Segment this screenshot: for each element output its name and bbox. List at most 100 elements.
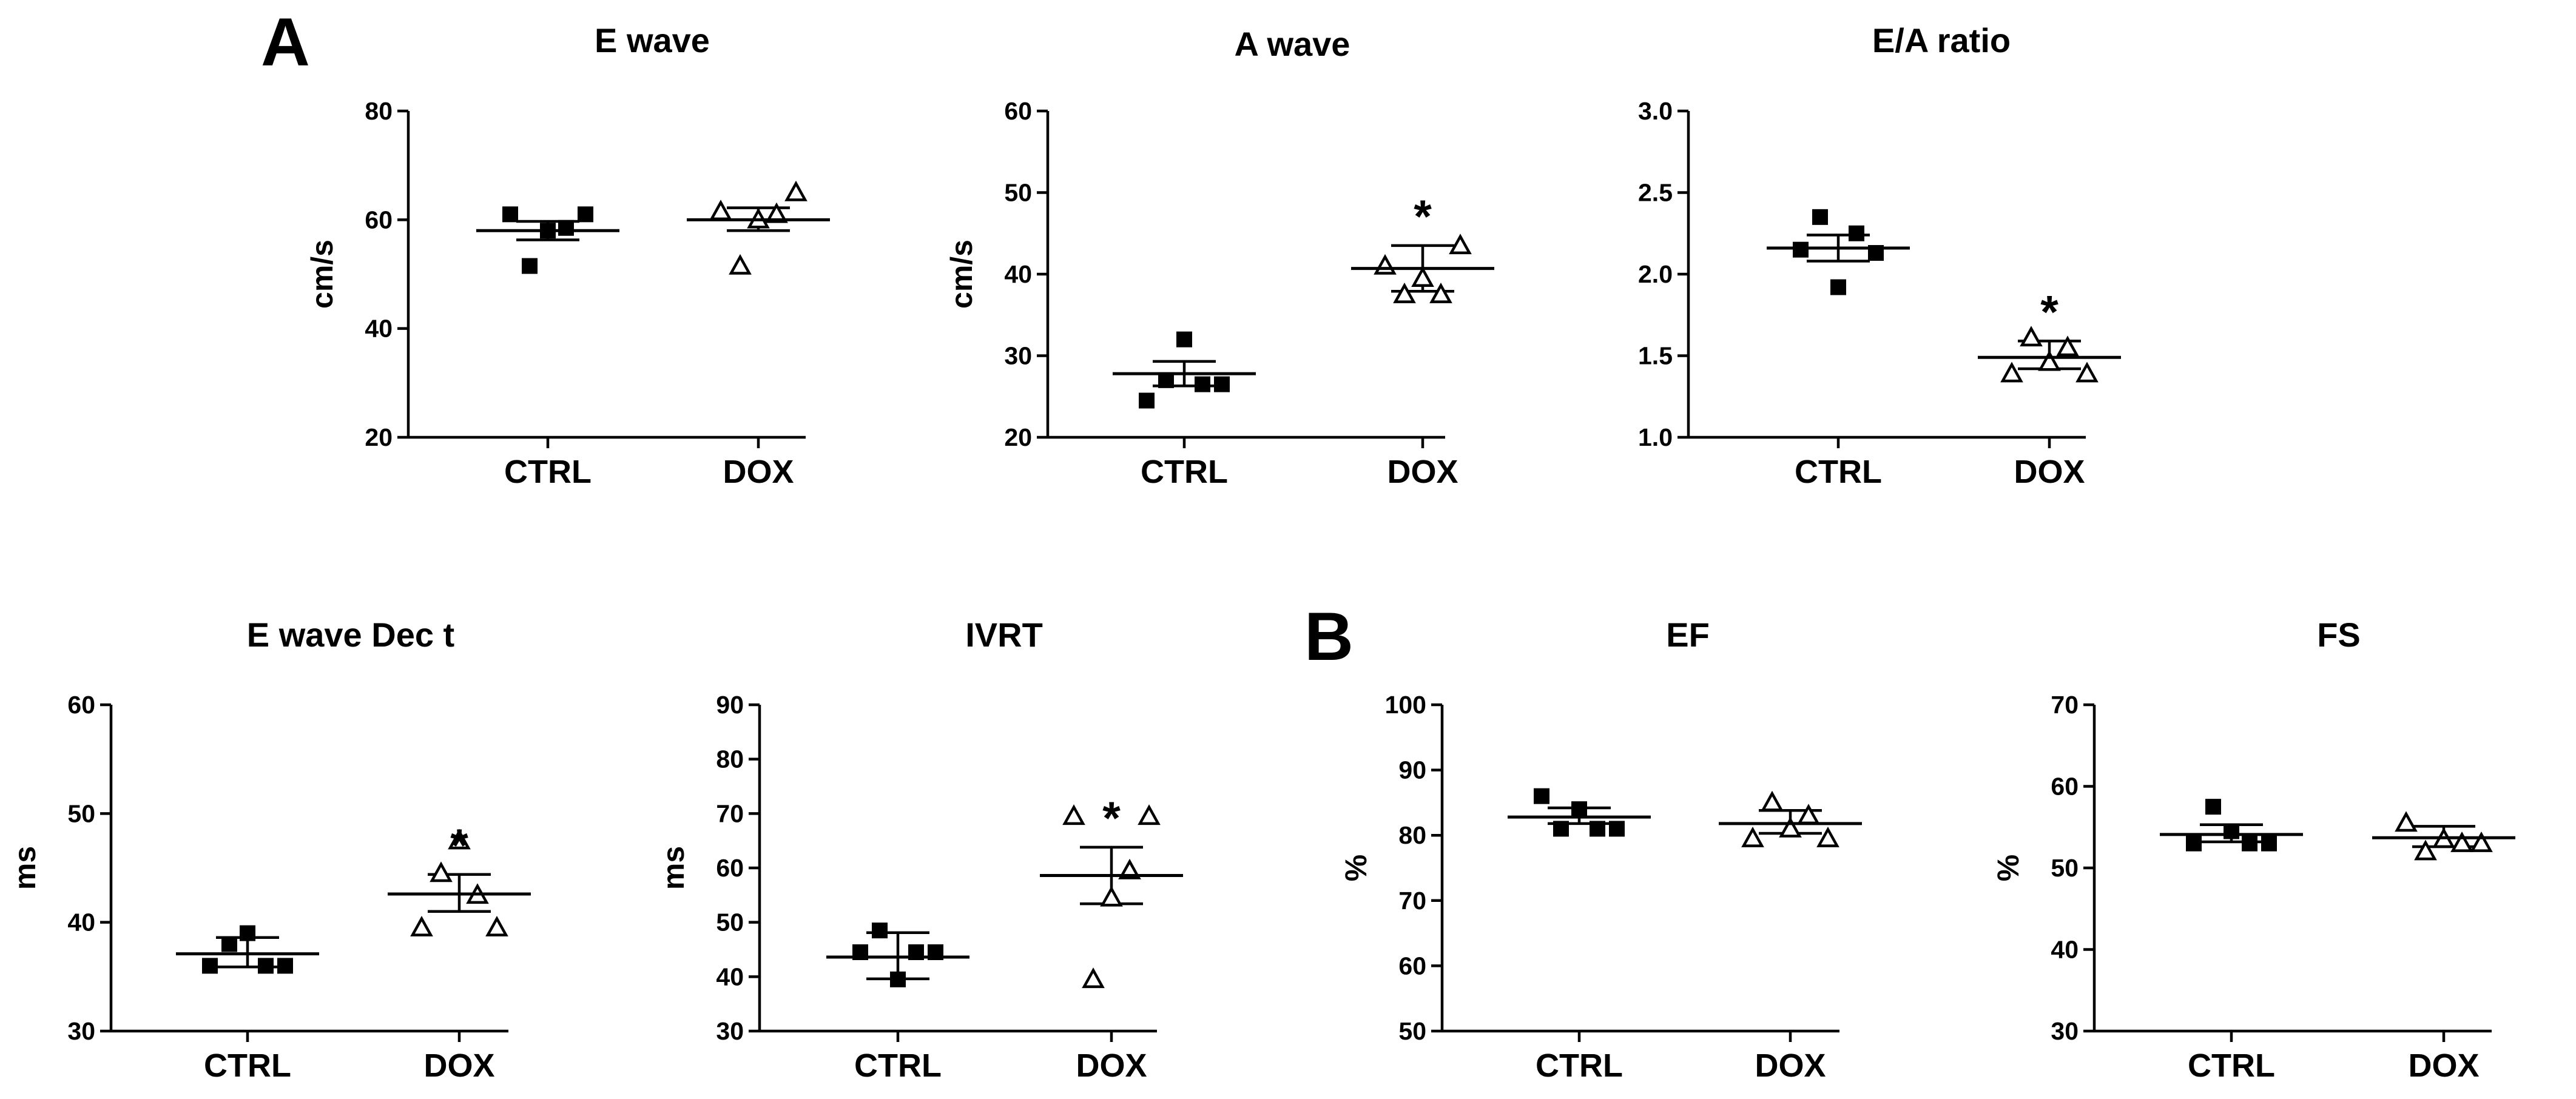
chart-title: FS bbox=[2317, 616, 2361, 654]
x-tick-label: DOX bbox=[2408, 1047, 2479, 1084]
data-point-square bbox=[502, 206, 518, 223]
y-tick-label: 40 bbox=[365, 315, 393, 343]
significance-marker: * bbox=[1102, 793, 1121, 844]
chart-title: E wave bbox=[595, 21, 710, 59]
y-tick-label: 1.0 bbox=[1638, 423, 1673, 451]
data-point-triangle bbox=[1393, 282, 1416, 303]
data-point-square bbox=[1793, 241, 1809, 258]
data-point-square bbox=[522, 258, 538, 274]
x-tick-label: CTRL bbox=[204, 1047, 291, 1084]
chart-5: EF 50 60 70 80 90 100% CTRL DOX bbox=[1339, 616, 1862, 1084]
data-point-square bbox=[1849, 225, 1864, 241]
chart-3: E wave Dec t 30 40 50 60 ms CTRL DOX * bbox=[8, 616, 531, 1084]
data-point-square bbox=[2205, 799, 2221, 815]
group-dox: * bbox=[388, 820, 531, 936]
chart-1: A wave 20 30 40 50 60 cm/s CTRL DOX * bbox=[945, 25, 1494, 490]
chart-2: E/A ratio 1.0 1.5 2.0 2.5 3.0 CTRL DOX * bbox=[1638, 21, 2121, 490]
y-tick-label: 40 bbox=[1004, 260, 1032, 288]
y-tick-label: 70 bbox=[1398, 887, 1426, 915]
data-point-square bbox=[1590, 821, 1605, 837]
chart-title: A wave bbox=[1235, 25, 1350, 63]
data-point-triangle bbox=[430, 861, 453, 882]
data-point-triangle bbox=[2038, 350, 2061, 371]
panel-letter-b: B bbox=[1304, 599, 1354, 674]
y-tick-label: 60 bbox=[716, 854, 744, 882]
chart-title: E/A ratio bbox=[1872, 21, 2011, 59]
y-tick-label: 70 bbox=[716, 799, 744, 827]
data-point-square bbox=[578, 206, 593, 223]
panel-letter-a: A bbox=[261, 4, 310, 80]
data-point-triangle bbox=[1761, 790, 1784, 812]
data-point-square bbox=[2224, 823, 2239, 839]
data-point-triangle bbox=[1449, 234, 1472, 255]
chart-0: E wave 20 40 60 80 cm/s CTRL DOX bbox=[305, 21, 830, 490]
data-point-triangle bbox=[2470, 832, 2493, 852]
data-point-triangle bbox=[2450, 832, 2473, 852]
chart-title: IVRT bbox=[965, 616, 1043, 654]
data-point-triangle bbox=[709, 200, 732, 221]
data-point-triangle bbox=[1138, 804, 1161, 825]
data-point-square bbox=[1195, 376, 1210, 392]
y-tick-label: 70 bbox=[2051, 691, 2079, 719]
x-tick-label: DOX bbox=[1076, 1047, 1147, 1084]
y-tick-label: 20 bbox=[1004, 423, 1032, 451]
group-ctrl bbox=[1767, 209, 1910, 295]
charts-container: E wave 20 40 60 80 cm/s CTRL DOX A wave 20 30 40 50 6… bbox=[8, 21, 2515, 1084]
y-tick-label: 80 bbox=[1398, 821, 1426, 849]
data-point-square bbox=[2261, 835, 2277, 852]
data-point-square bbox=[872, 923, 888, 939]
significance-marker: * bbox=[450, 820, 468, 872]
y-tick-label: 50 bbox=[2051, 854, 2079, 882]
data-point-triangle bbox=[2056, 335, 2079, 357]
y-tick-label: 2.5 bbox=[1638, 179, 1673, 207]
data-point-triangle bbox=[729, 254, 752, 275]
data-point-triangle bbox=[1374, 254, 1397, 275]
data-point-square bbox=[558, 220, 574, 236]
x-tick-label: DOX bbox=[1387, 454, 1458, 490]
data-point-square bbox=[2242, 835, 2257, 852]
data-point-square bbox=[1571, 801, 1587, 818]
data-point-triangle bbox=[410, 916, 433, 936]
y-tick-label: 30 bbox=[67, 1017, 95, 1045]
y-tick-label: 30 bbox=[716, 1017, 744, 1045]
data-point-square bbox=[1812, 209, 1828, 225]
y-tick-label: 60 bbox=[1004, 97, 1032, 125]
data-point-square bbox=[1609, 821, 1625, 837]
group-ctrl bbox=[1508, 788, 1651, 837]
group-dox bbox=[2372, 811, 2515, 861]
x-tick-label: CTRL bbox=[1141, 454, 1228, 490]
chart-6: FS 30 40 50 60 70% CTRL DOX bbox=[1991, 616, 2515, 1084]
x-tick-label: DOX bbox=[1755, 1047, 1826, 1084]
data-point-triangle bbox=[2414, 839, 2437, 861]
y-tick-label: 90 bbox=[716, 691, 744, 719]
y-tick-label: 60 bbox=[365, 206, 393, 234]
y-axis-label: ms bbox=[8, 846, 42, 890]
y-tick-label: 60 bbox=[67, 691, 95, 719]
group-dox bbox=[687, 180, 830, 275]
chart-title: EF bbox=[1666, 616, 1710, 654]
data-point-square bbox=[1139, 392, 1155, 409]
data-point-square bbox=[277, 958, 293, 974]
y-tick-label: 3.0 bbox=[1638, 97, 1673, 125]
group-dox: * bbox=[1040, 793, 1183, 989]
y-tick-label: 80 bbox=[716, 745, 744, 773]
y-tick-label: 20 bbox=[365, 423, 393, 451]
y-tick-label: 40 bbox=[2051, 936, 2079, 964]
x-tick-label: DOX bbox=[2014, 454, 2085, 490]
data-point-square bbox=[202, 958, 218, 974]
y-axis-label: cm/s bbox=[305, 240, 339, 309]
y-tick-label: 50 bbox=[1398, 1017, 1426, 1045]
y-tick-label: 100 bbox=[1385, 691, 1426, 719]
group-ctrl bbox=[1113, 331, 1256, 409]
x-tick-label: CTRL bbox=[1795, 454, 1882, 490]
data-point-square bbox=[1176, 331, 1192, 348]
data-point-triangle bbox=[2075, 361, 2099, 383]
y-axis-label: % bbox=[1991, 855, 2025, 881]
data-point-triangle bbox=[1411, 266, 1434, 287]
y-axis-label: ms bbox=[656, 846, 690, 890]
y-tick-label: 50 bbox=[1004, 179, 1032, 207]
x-tick-label: DOX bbox=[723, 454, 794, 490]
data-point-triangle bbox=[448, 828, 471, 850]
y-tick-label: 90 bbox=[1398, 756, 1426, 784]
